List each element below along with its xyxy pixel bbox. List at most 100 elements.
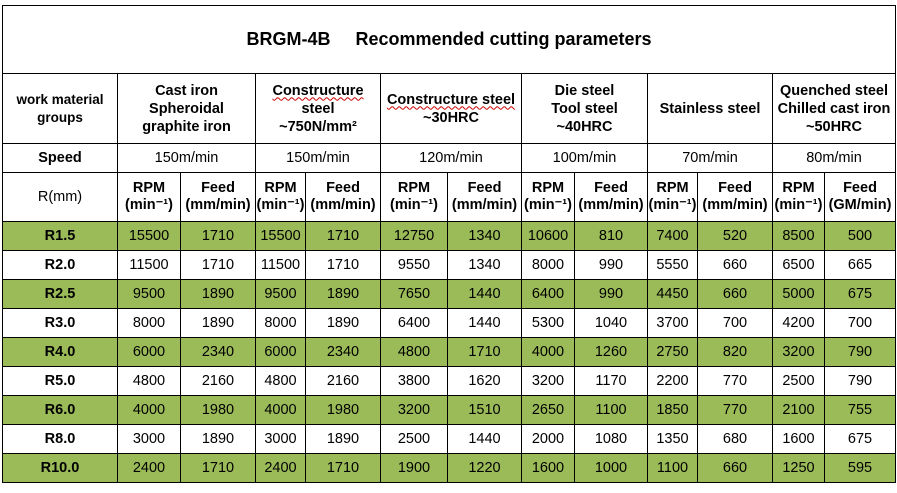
rpm-header: RPM (min⁻¹): [380, 172, 448, 222]
feed-cell: 1710: [180, 221, 256, 251]
feed-cell: 1440: [447, 424, 522, 454]
feed-cell: 1170: [574, 366, 648, 396]
rpm-header-line: RPM: [531, 180, 565, 196]
feed-cell: 1710: [305, 453, 381, 483]
rpm-header: RPM (min⁻¹): [117, 172, 181, 222]
material-name-line: steel: [301, 100, 335, 117]
unit-header-row: R(mm) RPM (min⁻¹) Feed (mm/min) RPM (min⁻¹) Fe…: [2, 172, 896, 222]
rpm-cell: 6000: [255, 337, 306, 367]
table-row: R3.0 8000 1890 8000 1890 6400 1440 5300 1040 3700…: [2, 308, 896, 338]
feed-cell: 1620: [447, 366, 522, 396]
rpm-cell: 9500: [117, 279, 181, 309]
rpm-cell: 8500: [772, 221, 825, 251]
material-header-0: Cast iron Spheroidal graphite iron: [117, 73, 256, 144]
rpm-header-line: RPM: [656, 180, 689, 196]
rpm-header-line: (min⁻¹): [524, 197, 572, 213]
feed-header: Feed (mm/min): [305, 172, 381, 222]
material-name-line: ~50HRC: [805, 118, 862, 135]
feed-cell: 770: [697, 395, 773, 425]
material-name-line: Constructure steel: [386, 91, 516, 108]
rpm-header-line: (min⁻¹): [256, 197, 305, 213]
feed-cell: 820: [697, 337, 773, 367]
rpm-header: RPM (min⁻¹): [647, 172, 698, 222]
feed-cell: 1340: [447, 221, 522, 251]
feed-header: Feed (GM/min): [824, 172, 896, 222]
feed-cell: 1440: [447, 279, 522, 309]
table-row: R1.5 15500 1710 15500 1710 12750 1340 10600 810 7…: [2, 221, 896, 251]
rpm-cell: 2000: [521, 424, 575, 454]
table-row: R8.0 3000 1890 3000 1890 2500 1440 2000 1080 1350…: [2, 424, 896, 454]
material-name-line: Constructure: [272, 82, 364, 99]
feed-cell: 2160: [180, 366, 256, 396]
material-header-2: Constructure steel ~30HRC: [380, 73, 522, 144]
rpm-cell: 3700: [647, 308, 698, 338]
rpm-cell: 1250: [772, 453, 825, 483]
radius-cell: R1.5: [2, 221, 118, 251]
rpm-header-line: (min⁻¹): [390, 197, 438, 213]
feed-cell: 990: [574, 250, 648, 280]
rpm-cell: 11500: [117, 250, 181, 280]
rpm-cell: 6500: [772, 250, 825, 280]
feed-cell: 2340: [305, 337, 381, 367]
rpm-cell: 6400: [380, 308, 448, 338]
table-row: R2.5 9500 1890 9500 1890 7650 1440 6400 990 4450 6…: [2, 279, 896, 309]
rpm-header: RPM (min⁻¹): [255, 172, 306, 222]
feed-cell: 1890: [305, 308, 381, 338]
material-name-line: ~30HRC: [422, 109, 479, 126]
feed-header-line: Feed: [467, 180, 502, 196]
rpm-cell: 1900: [380, 453, 448, 483]
material-name-line: Die steel: [554, 82, 615, 99]
rpm-cell: 4200: [772, 308, 825, 338]
rpm-cell: 4450: [647, 279, 698, 309]
feed-cell: 595: [824, 453, 896, 483]
feed-header-line: Feed: [594, 180, 628, 196]
feed-cell: 2340: [180, 337, 256, 367]
rpm-cell: 1600: [772, 424, 825, 454]
rpm-cell: 7650: [380, 279, 448, 309]
feed-cell: 1980: [180, 395, 256, 425]
speed-row: Speed 150m/min 150m/min 120m/min 100m/min 70…: [2, 143, 896, 173]
feed-cell: 1710: [180, 453, 256, 483]
table-row: R2.0 11500 1710 11500 1710 9550 1340 8000 990 555…: [2, 250, 896, 280]
product-code: BRGM-4B: [246, 29, 331, 49]
speed-value: 100m/min: [521, 143, 648, 173]
rpm-cell: 2750: [647, 337, 698, 367]
radius-label: R(mm): [2, 172, 118, 222]
rpm-header-line: (min⁻¹): [648, 197, 697, 213]
feed-cell: 1340: [447, 250, 522, 280]
speed-label: Speed: [2, 143, 118, 173]
feed-header-line: (mm/min): [451, 197, 518, 213]
feed-cell: 1890: [180, 424, 256, 454]
rpm-cell: 9550: [380, 250, 448, 280]
rpm-cell: 15500: [255, 221, 306, 251]
feed-cell: 1080: [574, 424, 648, 454]
rpm-cell: 1100: [647, 453, 698, 483]
feed-cell: 1440: [447, 308, 522, 338]
feed-cell: 700: [697, 308, 773, 338]
feed-cell: 1710: [180, 250, 256, 280]
feed-header: Feed (mm/min): [180, 172, 256, 222]
feed-cell: 1510: [447, 395, 522, 425]
rpm-cell: 8000: [255, 308, 306, 338]
feed-header: Feed (mm/min): [574, 172, 648, 222]
material-header-4: Stainless steel: [647, 73, 773, 144]
rpm-cell: 3200: [380, 395, 448, 425]
rpm-cell: 4800: [117, 366, 181, 396]
rpm-header: RPM (min⁻¹): [772, 172, 825, 222]
material-name-line: ~750N/mm²: [279, 118, 357, 135]
rpm-cell: 15500: [117, 221, 181, 251]
rpm-cell: 2500: [772, 366, 825, 396]
table-row: R4.0 6000 2340 6000 2340 4800 1710 4000 1260 2750…: [2, 337, 896, 367]
rpm-cell: 2200: [647, 366, 698, 396]
rpm-header-line: RPM: [132, 180, 166, 196]
material-name-line: graphite iron: [142, 118, 231, 135]
rpm-header-line: RPM: [782, 180, 815, 196]
table-row: R10.0 2400 1710 2400 1710 1900 1220 1600 1000 110…: [2, 453, 896, 483]
feed-cell: 990: [574, 279, 648, 309]
feed-header-line: (GM/min): [828, 197, 892, 213]
material-name-line: Quenched steel: [780, 82, 888, 99]
feed-header-line: Feed: [843, 180, 877, 196]
material-header-row: work material groups Cast iron Spheroidal…: [2, 73, 896, 144]
rpm-cell: 10600: [521, 221, 575, 251]
title-text: Recommended cutting parameters: [355, 29, 652, 49]
